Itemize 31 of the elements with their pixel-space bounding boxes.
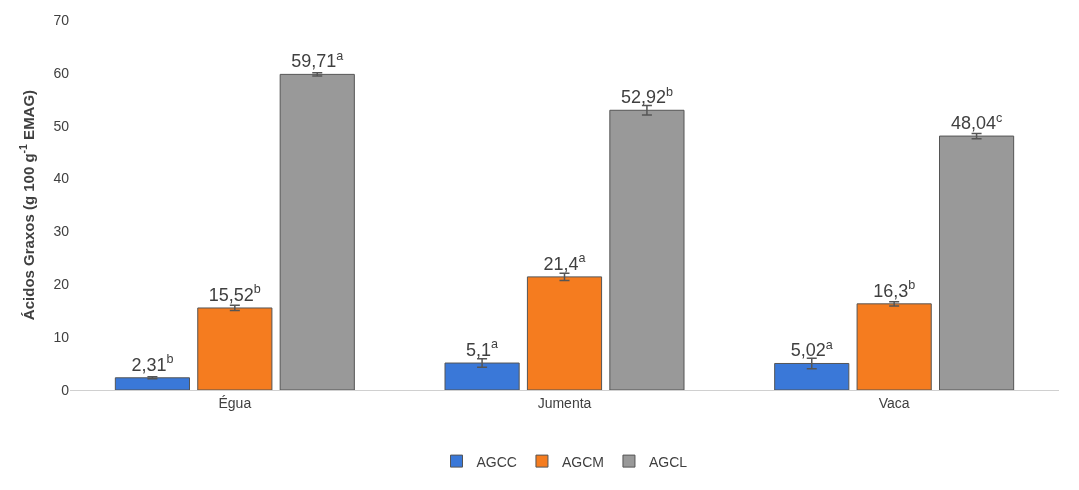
bar: [939, 135, 1015, 390]
y-tick-label: 50: [53, 117, 70, 134]
y-tick-label: 20: [53, 276, 70, 293]
x-tick-label: Jumenta: [537, 394, 592, 411]
y-tick-label: 40: [53, 170, 70, 187]
y-tick-label: 70: [53, 11, 70, 28]
legend-label: AGCM: [561, 453, 604, 470]
y-tick-label: 30: [53, 223, 70, 240]
data-label: 16,3$^{b}$: [873, 278, 916, 301]
data-label: 5,02$^{a}$: [790, 337, 833, 361]
bar: [609, 109, 685, 390]
x-tick-label: Vaca: [878, 394, 910, 411]
y-tick-label: 10: [53, 329, 70, 346]
data-label: 15,52$^{b}$: [208, 282, 261, 305]
legend-label: AGCL: [648, 453, 688, 470]
y-tick-label: 0: [61, 381, 70, 398]
data-label: 21,4$^{a}$: [543, 251, 586, 274]
bar: [856, 303, 932, 390]
data-label: 52,92$^{b}$: [620, 84, 673, 108]
bar: [114, 377, 190, 390]
bar: [279, 73, 355, 390]
data-label: 59,71$^{a}$: [291, 48, 344, 72]
bar: [444, 362, 520, 390]
legend-label: AGCC: [476, 453, 517, 470]
bar: [197, 307, 273, 390]
data-label: 2,31$^{b}$: [131, 352, 174, 375]
y-tick-label: 60: [53, 64, 70, 81]
data-label: 5,1$^{a}$: [466, 337, 499, 361]
data-label: 48,04$^{c}$: [950, 110, 1003, 134]
x-tick-label: Égua: [218, 394, 252, 411]
bar: [526, 276, 603, 390]
